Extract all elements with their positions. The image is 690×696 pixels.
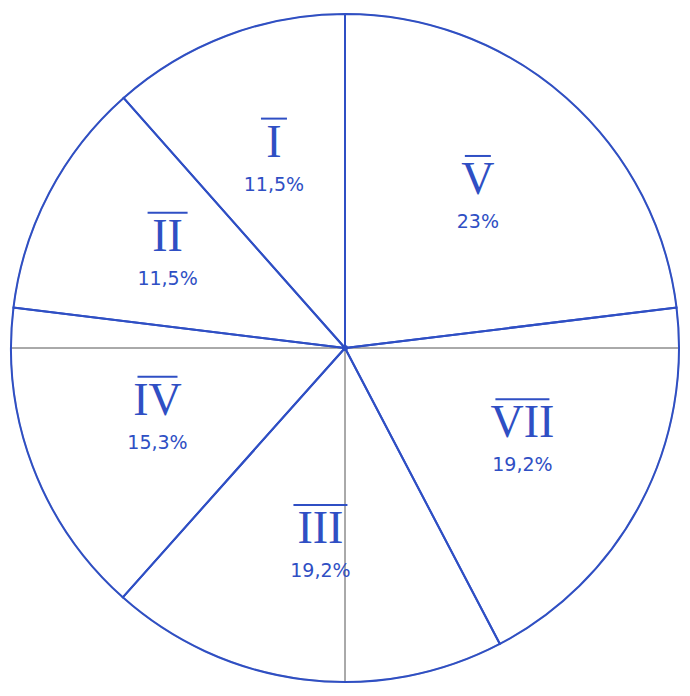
- pie-slice: [124, 14, 345, 348]
- data-label: 19,2%: [492, 453, 552, 475]
- slice-label: V: [461, 153, 494, 204]
- pie-outline: [11, 14, 679, 682]
- numeral-bar: [293, 504, 347, 506]
- data-label: 19,2%: [290, 559, 350, 581]
- slice-label: VII: [490, 396, 554, 447]
- pie-chart: V 23% VII 19,2% III 19,2% IV 15,3% II 11,5% I 11,5%: [0, 0, 690, 696]
- labels: V 23% VII 19,2% III 19,2% IV 15,3% II 11,5% I 11,5%: [127, 116, 554, 581]
- data-label: 11,5%: [244, 173, 304, 195]
- numeral-bar: [465, 155, 491, 157]
- chart-container: V 23% VII 19,2% III 19,2% IV 15,3% II 11,5% I 11,5%: [0, 0, 690, 696]
- slice-label: III: [297, 502, 343, 553]
- numeral-bar: [495, 398, 549, 400]
- pie-slice: [345, 14, 677, 348]
- numeral-bar: [261, 118, 287, 120]
- data-label: 11,5%: [137, 267, 197, 289]
- slice-label: I: [266, 116, 281, 167]
- slice-label: IV: [133, 374, 182, 425]
- data-label: 23%: [457, 210, 499, 232]
- slice-label: II: [152, 210, 183, 261]
- data-label: 15,3%: [127, 431, 187, 453]
- numeral-bar: [148, 212, 188, 214]
- slices: [11, 14, 679, 682]
- pie-slice: [11, 308, 345, 598]
- center-dot: [342, 345, 348, 351]
- numeral-bar: [138, 376, 178, 378]
